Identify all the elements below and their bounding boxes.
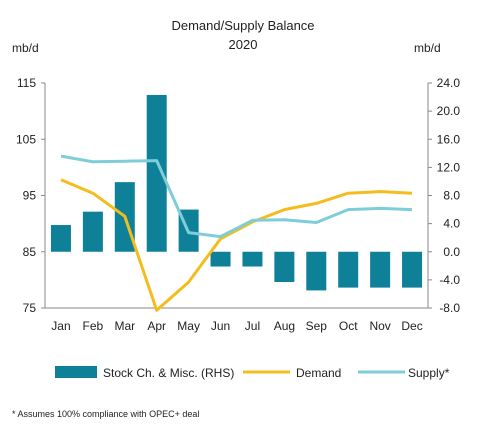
- legend-label-supply: Supply*: [408, 366, 450, 380]
- x-axis-ticks: Jan Feb Mar Apr May Jun Jul Aug Sep Oct Nov Dec: [51, 319, 422, 333]
- line-supply: [60, 154, 413, 239]
- bar-jul: [242, 251, 263, 267]
- right-tick-label: 24.0: [437, 76, 461, 90]
- right-tick-label: 20.0: [437, 104, 461, 118]
- right-tick-label: 12.0: [437, 160, 461, 174]
- x-tick-label: Oct: [339, 319, 358, 333]
- chart-title: Demand/Supply Balance: [171, 18, 314, 33]
- bar-dec: [402, 251, 423, 288]
- bar-jun: [210, 251, 231, 267]
- left-tick-label: 85: [23, 245, 37, 259]
- x-tick-label: May: [177, 319, 200, 333]
- x-tick-label: Jul: [245, 319, 260, 333]
- line-demand: [60, 178, 413, 312]
- legend-label-stock: Stock Ch. & Misc. (RHS): [103, 366, 234, 380]
- bar-aug: [274, 251, 295, 282]
- x-tick-label: Jun: [211, 319, 230, 333]
- x-tick-label: Sep: [306, 319, 328, 333]
- right-tick-label: 8.0: [443, 189, 460, 203]
- left-axis-ticks: 115 105 95 85 75: [16, 76, 45, 315]
- left-tick-label: 105: [16, 132, 36, 146]
- footnote: * Assumes 100% compliance with OPEC+ dea…: [12, 409, 199, 419]
- bar-jan: [50, 225, 71, 252]
- right-axis-ticks: 24.0 20.0 16.0 12.0 8.0 4.0 0.0 -4.0 -8.0: [428, 76, 460, 315]
- right-tick-label: -4.0: [439, 273, 460, 287]
- right-axis-unit: mb/d: [414, 41, 441, 55]
- bar-feb: [82, 211, 103, 252]
- x-tick-label: Mar: [114, 319, 135, 333]
- line-series: [60, 154, 413, 312]
- legend-label-demand: Demand: [296, 366, 341, 380]
- left-tick-label: 115: [17, 76, 36, 90]
- x-tick-label: Aug: [274, 319, 295, 333]
- bar-nov: [370, 251, 391, 288]
- bar-apr: [146, 94, 167, 252]
- x-tick-label: Feb: [83, 319, 104, 333]
- left-tick-label: 95: [23, 189, 37, 203]
- chart-subtitle: 2020: [229, 37, 258, 52]
- bar-sep: [306, 251, 327, 291]
- left-axis-unit: mb/d: [12, 41, 39, 55]
- x-tick-label: Nov: [369, 319, 390, 333]
- x-tick-label: Jan: [51, 319, 70, 333]
- bar-oct: [338, 251, 359, 288]
- legend: Stock Ch. & Misc. (RHS) Demand Supply*: [55, 366, 450, 380]
- left-tick-label: 75: [23, 301, 37, 315]
- legend-swatch-stock: [55, 366, 97, 378]
- right-tick-label: 0.0: [443, 245, 460, 259]
- x-tick-label: Dec: [401, 319, 422, 333]
- x-tick-label: Apr: [147, 319, 166, 333]
- right-tick-label: 16.0: [437, 132, 461, 146]
- right-tick-label: -8.0: [439, 301, 460, 315]
- right-tick-label: 4.0: [443, 217, 460, 231]
